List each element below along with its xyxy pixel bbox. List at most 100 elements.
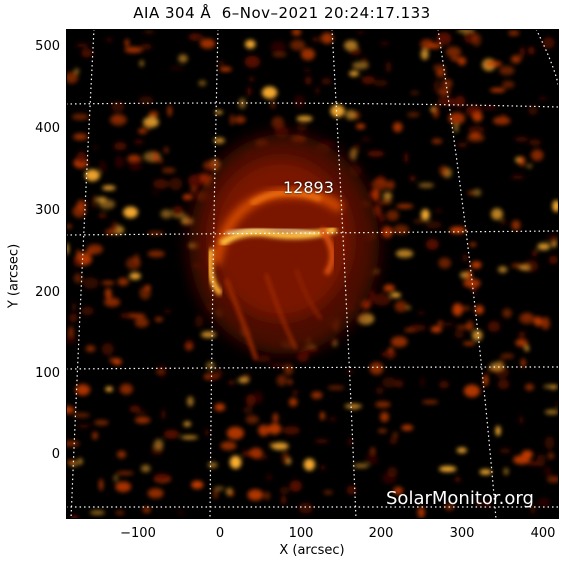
- network-brightening: [471, 261, 482, 269]
- network-brightening: [484, 61, 502, 67]
- network-brightening: [529, 139, 541, 146]
- network-brightening: [349, 48, 362, 56]
- network-brightening: [117, 277, 129, 286]
- network-brightening: [66, 406, 75, 414]
- network-brightening: [375, 401, 391, 408]
- network-brightening: [493, 116, 511, 125]
- network-brightening: [194, 315, 204, 328]
- network-brightening: [481, 106, 498, 110]
- network-brightening: [160, 209, 173, 219]
- network-brightening: [462, 341, 476, 346]
- network-brightening: [291, 389, 299, 396]
- network-brightening: [249, 447, 263, 459]
- network-brightening: [546, 476, 559, 483]
- network-brightening: [217, 60, 225, 66]
- network-brightening: [154, 317, 163, 322]
- network-brightening: [409, 175, 416, 182]
- network-brightening: [406, 305, 411, 310]
- network-brightening: [82, 277, 99, 289]
- network-brightening: [362, 57, 368, 65]
- network-brightening: [467, 126, 485, 134]
- network-brightening: [491, 208, 503, 220]
- network-brightening: [552, 200, 559, 212]
- y-tick-label: 500: [35, 39, 60, 54]
- network-brightening: [531, 149, 544, 161]
- network-brightening: [439, 380, 449, 389]
- network-brightening: [439, 466, 457, 472]
- network-brightening: [437, 322, 455, 327]
- network-brightening: [201, 331, 217, 338]
- network-brightening: [418, 182, 435, 188]
- x-tick-label: 200: [368, 526, 394, 541]
- solar-image[interactable]: [66, 29, 559, 519]
- network-brightening: [304, 68, 311, 73]
- network-brightening: [555, 401, 559, 409]
- network-brightening: [111, 101, 125, 112]
- network-brightening: [73, 258, 82, 267]
- network-brightening: [541, 317, 550, 330]
- network-brightening: [483, 374, 489, 387]
- network-brightening: [282, 451, 289, 465]
- network-brightening: [382, 472, 397, 484]
- network-brightening: [380, 411, 389, 423]
- network-brightening: [320, 411, 325, 421]
- network-brightening: [101, 342, 114, 356]
- network-brightening: [188, 174, 203, 188]
- network-brightening: [321, 32, 334, 44]
- network-brightening: [129, 313, 146, 319]
- network-brightening: [66, 440, 80, 447]
- network-brightening: [536, 454, 546, 467]
- network-brightening: [139, 60, 144, 67]
- network-brightening: [164, 146, 169, 154]
- network-brightening: [245, 39, 256, 49]
- network-brightening: [86, 244, 103, 255]
- network-brightening: [66, 72, 79, 84]
- network-brightening: [515, 339, 528, 347]
- network-brightening: [268, 423, 282, 435]
- network-brightening: [454, 329, 465, 339]
- network-brightening: [431, 138, 443, 144]
- network-brightening: [323, 490, 333, 495]
- network-brightening: [511, 220, 521, 231]
- network-brightening: [289, 480, 302, 492]
- network-brightening: [530, 503, 536, 515]
- network-brightening: [234, 115, 246, 124]
- network-brightening: [155, 369, 166, 374]
- network-brightening: [298, 502, 313, 514]
- network-brightening: [152, 179, 169, 189]
- y-tick-label: 0: [51, 447, 60, 462]
- network-brightening: [112, 358, 122, 366]
- network-brightening: [184, 344, 194, 351]
- network-brightening: [163, 429, 180, 439]
- network-brightening: [422, 400, 439, 404]
- network-brightening: [296, 115, 313, 122]
- network-brightening: [279, 486, 290, 495]
- network-brightening: [420, 377, 425, 388]
- network-brightening: [438, 88, 450, 96]
- network-brightening: [511, 55, 521, 64]
- network-brightening: [462, 253, 468, 263]
- network-brightening: [330, 104, 345, 118]
- network-brightening: [315, 87, 320, 95]
- network-brightening: [321, 77, 332, 85]
- network-brightening: [454, 95, 466, 108]
- network-brightening: [457, 56, 467, 66]
- network-brightening: [538, 96, 547, 101]
- network-brightening: [94, 420, 109, 426]
- network-brightening: [519, 312, 535, 324]
- network-brightening: [390, 336, 408, 348]
- network-brightening: [287, 378, 293, 385]
- network-brightening: [404, 152, 409, 164]
- network-brightening: [245, 415, 259, 424]
- network-brightening: [219, 66, 232, 72]
- network-brightening: [213, 137, 225, 144]
- network-brightening: [533, 316, 543, 327]
- network-brightening: [109, 114, 127, 126]
- network-brightening: [544, 436, 555, 450]
- network-brightening: [386, 210, 399, 221]
- network-brightening: [169, 66, 185, 70]
- network-brightening: [542, 37, 555, 49]
- credit-watermark: SolarMonitor.org: [386, 488, 534, 509]
- active-region-label: 12893: [283, 178, 334, 197]
- network-brightening: [242, 450, 252, 457]
